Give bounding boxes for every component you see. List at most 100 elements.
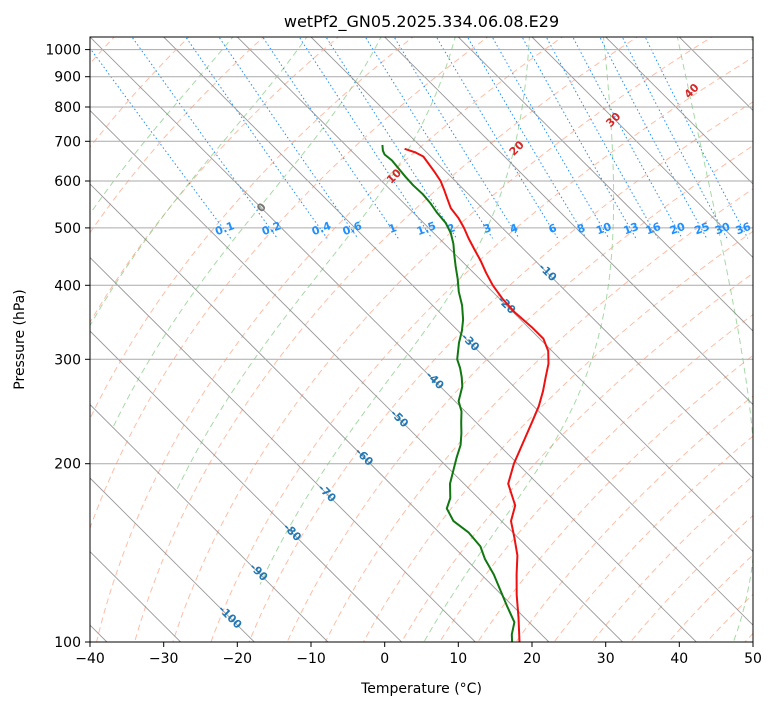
mixing-ratio-line — [466, 37, 587, 239]
isotherm-line — [90, 403, 329, 642]
mixing-ratio-line — [521, 37, 637, 239]
x-tick-label: −10 — [296, 651, 326, 667]
x-tick-label: −40 — [75, 651, 105, 667]
mixing-ratio-label: 0.4 — [310, 219, 333, 238]
mixing-ratio-label: 0.2 — [260, 219, 283, 238]
mixing-ratio-line — [325, 37, 458, 239]
skewed-isotherms — [90, 37, 753, 642]
dry-adiabat — [172, 37, 713, 642]
mixing-ratio-line — [572, 37, 683, 239]
dry-adiabat — [248, 101, 753, 642]
dry-adiabat — [96, 37, 564, 642]
y-axis: 100 200 300 400 500 600 700 800 900 1000 — [45, 43, 90, 651]
moist-adiabat — [112, 37, 382, 428]
dry-adiabat — [439, 313, 753, 642]
dry-adiabat — [134, 37, 639, 642]
x-tick-label: −30 — [149, 651, 179, 667]
dry-adiabat — [286, 145, 753, 642]
moist-adiabat — [175, 37, 456, 492]
moist-adiabat — [90, 37, 234, 215]
mixing-ratio-label: 3 — [481, 221, 493, 236]
isotherm-line — [90, 109, 623, 642]
isotherm-line — [90, 256, 476, 642]
isotherm-line — [90, 183, 550, 642]
x-tick-label: 30 — [597, 651, 615, 667]
y-tick-label: 600 — [54, 174, 81, 190]
dry-adiabat — [324, 188, 753, 642]
mixing-ratio-label: 0.6 — [341, 219, 364, 238]
mixing-ratio-line — [491, 37, 610, 239]
x-tick-label: 10 — [449, 651, 467, 667]
mixing-ratio-label: 20 — [668, 220, 687, 238]
dry-adiabat — [90, 37, 340, 324]
y-tick-label: 1000 — [45, 43, 81, 59]
y-tick-label: 200 — [54, 457, 81, 473]
y-tick-label: 300 — [54, 352, 81, 368]
x-axis-label: Temperature (°C) — [360, 681, 482, 697]
x-tick-label: 20 — [523, 651, 541, 667]
isotherm-line — [605, 37, 753, 185]
isotherm-line — [236, 37, 753, 553]
isotherm-line — [90, 330, 402, 642]
mixing-ratio-label: 4 — [508, 221, 520, 236]
y-tick-label: 100 — [54, 635, 81, 651]
mixing-ratio-label: 10 — [594, 220, 613, 238]
mixing-ratio-line — [364, 37, 494, 239]
dry-adiabat — [629, 514, 753, 642]
plot-frame — [89, 36, 754, 643]
dewpoint-profile-line — [381, 144, 516, 642]
dry-adiabat — [90, 37, 414, 420]
mixing-ratio-label: 8 — [575, 221, 587, 236]
mixing-ratio-label: 1 — [387, 221, 399, 236]
mixing-ratio-label: 13 — [622, 220, 641, 237]
isotherm-line — [90, 477, 255, 642]
x-tick-label: 0 — [380, 651, 389, 667]
chart-title: wetPf2_GN05.2025.334.06.08.E29 — [284, 12, 559, 32]
sounding-series — [381, 144, 550, 642]
mixing-ratio-label: 6 — [547, 221, 559, 236]
y-axis-label: Pressure (hPa) — [12, 289, 28, 389]
y-tick-label: 800 — [54, 100, 81, 116]
dry-adiabats — [90, 37, 753, 642]
mixing-ratio-label: 0.1 — [213, 219, 236, 238]
y-tick-label: 700 — [54, 134, 81, 150]
y-tick-label: 400 — [54, 278, 81, 294]
mixing-ratio-label: 2 — [445, 221, 457, 236]
mixing-ratio-line — [298, 37, 433, 239]
mixing-ratio-label: 36 — [734, 220, 753, 238]
mixing-ratio-label: 16 — [644, 220, 663, 238]
mixing-ratio-lines — [90, 37, 749, 239]
mixing-ratio-label: 30 — [713, 220, 732, 238]
mixing-ratio-line — [131, 37, 278, 239]
moist-adiabat — [259, 37, 530, 585]
y-tick-label: 900 — [54, 70, 81, 86]
mixing-ratio-label: 25 — [693, 220, 712, 237]
isobars — [90, 49, 753, 642]
mixing-ratio-line — [185, 37, 328, 239]
plot-area: -100-90-80-70-60-50-40-30-20-100.1 0.2 0.4… — [90, 37, 753, 642]
x-tick-label: −20 — [223, 651, 253, 667]
dry-adiabat — [362, 230, 753, 642]
temperature-profile-line — [404, 147, 550, 642]
dry-adiabat — [90, 37, 265, 234]
isotherm-line — [163, 37, 753, 626]
mixing-ratio-line — [262, 37, 399, 239]
isotherm-line — [310, 37, 753, 479]
y-tick-label: 500 — [54, 221, 81, 237]
dry-adiabat — [210, 56, 753, 642]
mixing-ratio-line — [218, 37, 359, 239]
x-tick-label: 40 — [670, 651, 688, 667]
isotherm-line — [531, 37, 753, 259]
dry-adiabat — [515, 395, 753, 642]
isotherm-line — [90, 37, 697, 642]
dry-adiabat — [90, 37, 489, 530]
dry-adiabat — [477, 354, 753, 642]
x-tick-label: 50 — [744, 651, 762, 667]
mixing-ratio-label: 1.5 — [415, 219, 438, 238]
isotherm-line — [384, 37, 753, 406]
x-axis: −40 −30 −20 −10 0 10 20 30 40 50 — [75, 642, 762, 667]
isotherm-line — [457, 37, 753, 332]
dry-adiabat — [400, 272, 753, 642]
